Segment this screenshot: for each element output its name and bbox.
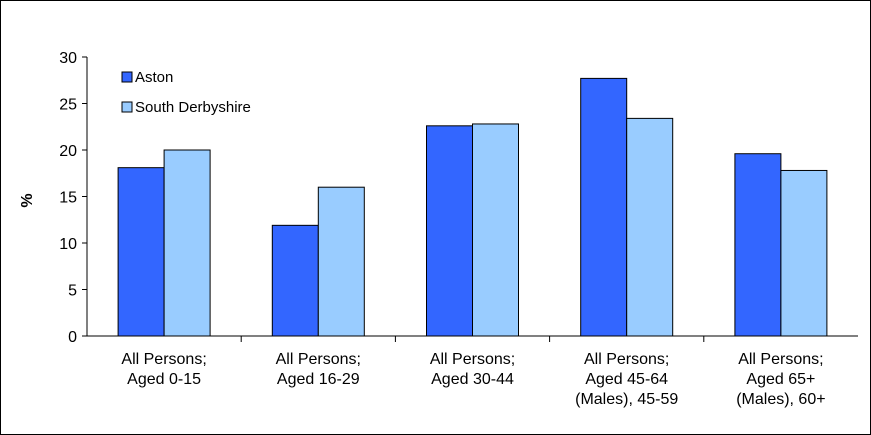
- x-tick-label: All Persons;: [276, 351, 361, 368]
- x-tick-label: Aged 0-15: [127, 371, 201, 388]
- x-tick-label: Aged 65+: [746, 371, 815, 388]
- bar-aston: [117, 167, 165, 337]
- y-tick-label: 30: [59, 50, 77, 67]
- bar-south-derbyshire: [163, 149, 211, 337]
- x-tick-label: Aged 30-44: [431, 371, 514, 388]
- y-ticks: 0 5 10 15 20 25 30: [59, 50, 87, 346]
- bar-south-derbyshire: [780, 169, 828, 337]
- legend: Aston South Derbyshire: [121, 69, 251, 116]
- y-tick-label: 25: [59, 97, 77, 114]
- legend-swatch: [121, 71, 133, 83]
- y-tick-label: 5: [68, 283, 77, 300]
- y-tick-label: 20: [59, 143, 77, 160]
- x-tick-label: (Males), 60+: [736, 391, 825, 408]
- x-tick-labels: All Persons; Aged 0-15 All Persons; Aged 16…: [121, 351, 825, 408]
- y-tick-label: 0: [68, 329, 77, 346]
- x-tick-label: All Persons;: [430, 351, 515, 368]
- legend-label: Aston: [135, 69, 173, 86]
- legend-swatch: [121, 101, 133, 113]
- x-tick-label: Aged 45-64: [585, 371, 668, 388]
- x-tick-label: All Persons;: [584, 351, 669, 368]
- bar-south-derbyshire: [626, 117, 674, 337]
- bar-aston: [271, 224, 319, 337]
- bar-south-derbyshire: [317, 186, 365, 337]
- bar-aston: [734, 153, 782, 337]
- y-tick-label: 15: [59, 190, 77, 207]
- y-tick-label: 10: [59, 236, 77, 253]
- bar-south-derbyshire: [472, 123, 519, 337]
- bar-aston: [580, 77, 628, 337]
- x-tick-label: All Persons;: [121, 351, 206, 368]
- y-axis-label: %: [19, 193, 36, 207]
- x-tick-label: Aged 16-29: [277, 371, 360, 388]
- bar-aston: [426, 125, 473, 337]
- x-tick-label: (Males), 45-59: [575, 391, 678, 408]
- bars: [117, 77, 828, 337]
- x-tick-label: All Persons;: [738, 351, 823, 368]
- legend-label: South Derbyshire: [135, 99, 251, 116]
